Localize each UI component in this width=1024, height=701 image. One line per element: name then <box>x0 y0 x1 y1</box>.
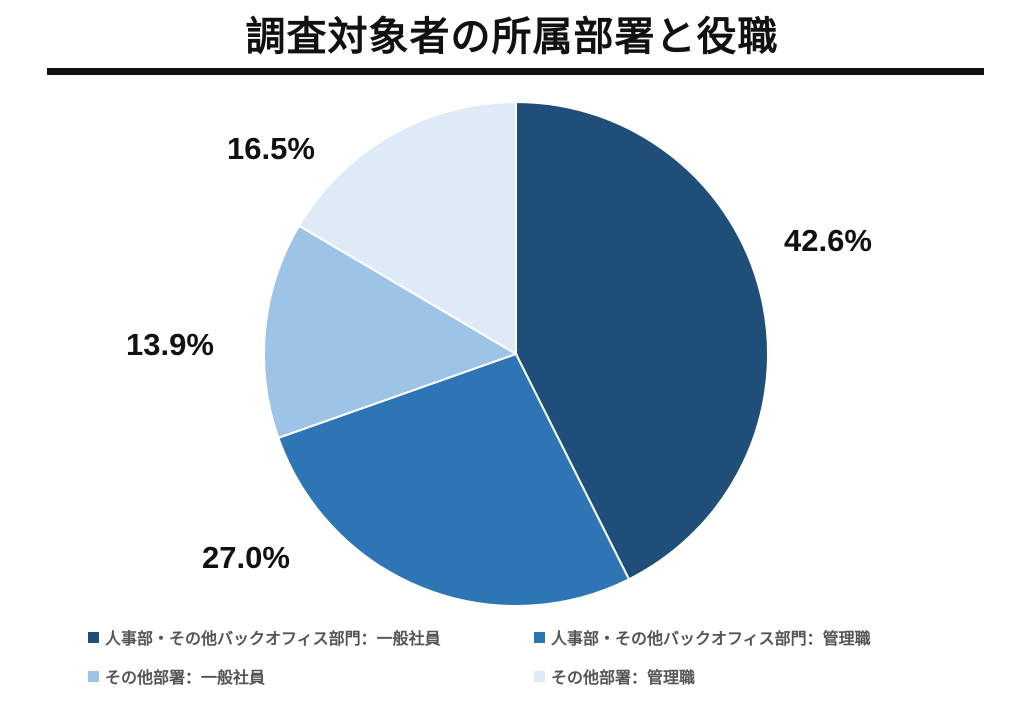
legend-item-other-staff: その他部署：一般社員 <box>88 663 534 689</box>
data-label-hr-staff: 42.6% <box>784 223 872 258</box>
legend-swatch-other-staff <box>88 670 99 682</box>
legend-item-other-manager: その他部署：管理職 <box>534 663 968 689</box>
legend-label-other-manager: その他部署：管理職 <box>551 668 696 687</box>
pie-slice-hr-manager <box>277 352 631 607</box>
pie-slice-other-manager <box>297 100 517 356</box>
pie-slice-hr-staff <box>515 100 769 581</box>
legend-swatch-hr-staff <box>88 631 99 643</box>
legend-swatch-other-manager <box>534 670 545 682</box>
legend-swatch-hr-manager <box>534 631 545 643</box>
legend: 人事部・その他バックオフィス部門：一般社員 人事部・その他バックオフィス部門：管… <box>88 624 968 689</box>
title-underline <box>47 68 984 75</box>
chart-title: 調査対象者の所属部署と役職 <box>245 14 779 60</box>
data-label-hr-manager: 27.0% <box>202 540 290 575</box>
legend-label-hr-staff: 人事部・その他バックオフィス部門：一般社員 <box>105 629 441 648</box>
data-label-other-staff: 13.9% <box>126 327 214 362</box>
data-label-other-manager: 16.5% <box>227 131 315 166</box>
legend-label-hr-manager: 人事部・その他バックオフィス部門：管理職 <box>551 629 871 648</box>
legend-item-hr-staff: 人事部・その他バックオフィス部門：一般社員 <box>88 624 534 650</box>
legend-label-other-staff: その他部署：一般社員 <box>105 668 266 687</box>
pie-slice-other-staff <box>263 224 519 440</box>
legend-item-hr-manager: 人事部・その他バックオフィス部門：管理職 <box>534 624 968 650</box>
